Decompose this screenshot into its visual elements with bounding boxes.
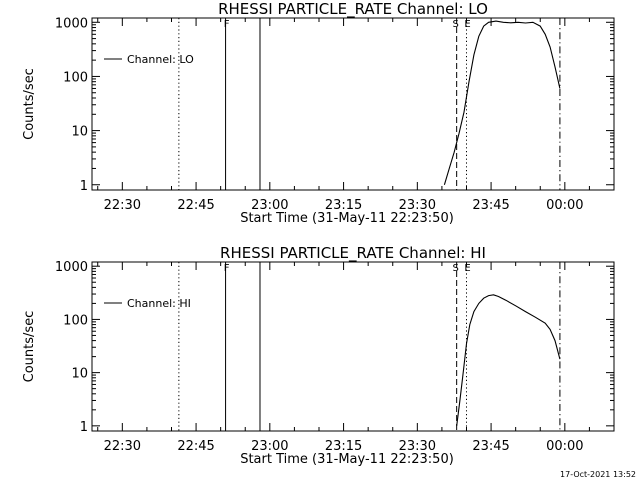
marker-label: S (452, 19, 458, 30)
legend-label: Channel: LO (127, 53, 194, 66)
marker-label: F (224, 263, 230, 274)
x-tick-label: 23:00 (251, 439, 288, 454)
marker-label: F (224, 19, 230, 30)
x-tick-label: 23:00 (251, 198, 288, 213)
y-tick-label: 10 (71, 125, 88, 140)
x-tick-label: 22:30 (104, 439, 141, 454)
chart-panel-hi: RHESSI PARTICLE_RATE Channel: HI 22:30 22:… (22, 244, 615, 467)
marker-label: S (452, 263, 458, 274)
y-tick-label: 100 (63, 313, 88, 328)
x-tick-label: 22:30 (104, 198, 141, 213)
x-tick-label: 22:45 (177, 439, 214, 454)
x-axis-label: Start Time (31-May-11 22:23:50) (240, 211, 454, 226)
plot-frame (91, 17, 615, 191)
footer-timestamp: 17-Oct-2021 13:52 (560, 470, 636, 479)
y-axis-label: Counts/sec (22, 68, 37, 140)
marker-label: E (464, 263, 470, 274)
x-tick-label: 23:30 (399, 198, 436, 213)
y-tick-label: 100 (63, 70, 88, 85)
y-tick-label: 1000 (55, 16, 88, 31)
y-tick-label: 1 (80, 420, 88, 435)
y-tick-label: 1 (80, 179, 88, 194)
x-axis-label: Start Time (31-May-11 22:23:50) (240, 452, 454, 467)
series-line (456, 294, 561, 426)
x-tick-label: 23:15 (325, 198, 362, 213)
x-tick-label: 23:45 (472, 439, 509, 454)
y-axis-label: Counts/sec (22, 311, 37, 383)
chart-title: RHESSI PARTICLE_RATE Channel: LO (218, 0, 488, 19)
marker-label: E (464, 19, 470, 30)
series-line (443, 20, 561, 185)
chart-title: RHESSI PARTICLE_RATE Channel: HI (220, 244, 486, 263)
y-tick-label: 1000 (55, 260, 88, 275)
x-tick-label: 23:45 (472, 198, 509, 213)
x-tick-label: 23:30 (399, 439, 436, 454)
x-tick-label: 22:45 (177, 198, 214, 213)
plot-frame (91, 261, 615, 432)
y-tick-label: 10 (71, 367, 88, 382)
x-tick-label: 00:00 (546, 198, 583, 213)
x-tick-label: 00:00 (546, 439, 583, 454)
x-tick-label: 23:15 (325, 439, 362, 454)
legend-label: Channel: HI (127, 297, 191, 310)
chart-panel-lo: RHESSI PARTICLE_RATE Channel: LO 22:30 22:… (22, 0, 615, 226)
